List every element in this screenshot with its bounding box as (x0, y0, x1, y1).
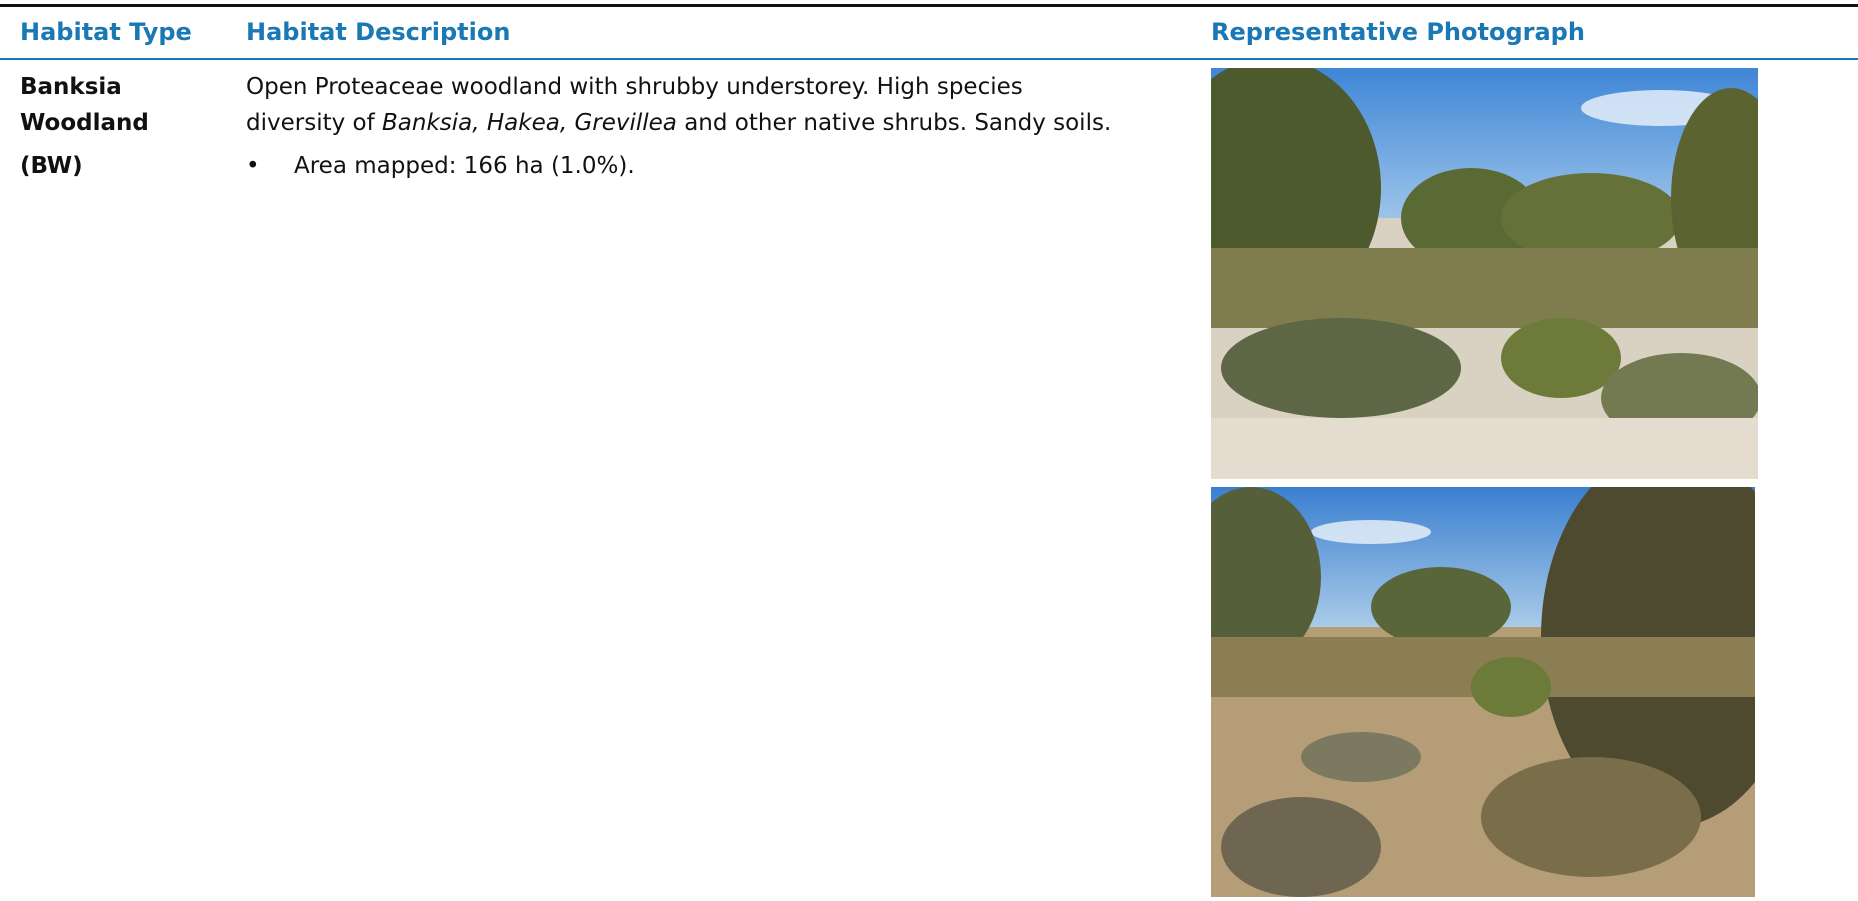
photo (1211, 487, 1755, 897)
photo (1211, 68, 1758, 479)
column-header: Representative Photograph (1211, 18, 1585, 46)
column-header: Habitat Type (20, 18, 192, 46)
column-header: Habitat Description (246, 18, 510, 46)
page: Habitat Type Habitat Description Represe… (0, 0, 1858, 901)
bullet-dot: • (246, 148, 294, 184)
habitat-description: Open Proteaceae woodland with shrubby un… (246, 69, 1206, 141)
habitat-type-line: Banksia (20, 74, 122, 100)
habitat-type: Banksia Woodland (20, 69, 149, 141)
header-rule (0, 58, 1858, 60)
description-text: and other native shrubs. Sandy soils. (677, 110, 1111, 136)
description-italic: Banksia, Hakea, Grevillea (382, 110, 677, 136)
habitat-type-line: Woodland (20, 110, 149, 136)
description-text: Open Proteaceae woodland with shrubby un… (246, 74, 1023, 100)
description-text: diversity of (246, 110, 382, 136)
bullet-text: Area mapped: 166 ha (1.0%). (294, 153, 635, 179)
bullet-item: •Area mapped: 166 ha (1.0%). (246, 148, 635, 184)
top-rule (0, 4, 1858, 7)
habitat-code: (BW) (20, 148, 83, 184)
